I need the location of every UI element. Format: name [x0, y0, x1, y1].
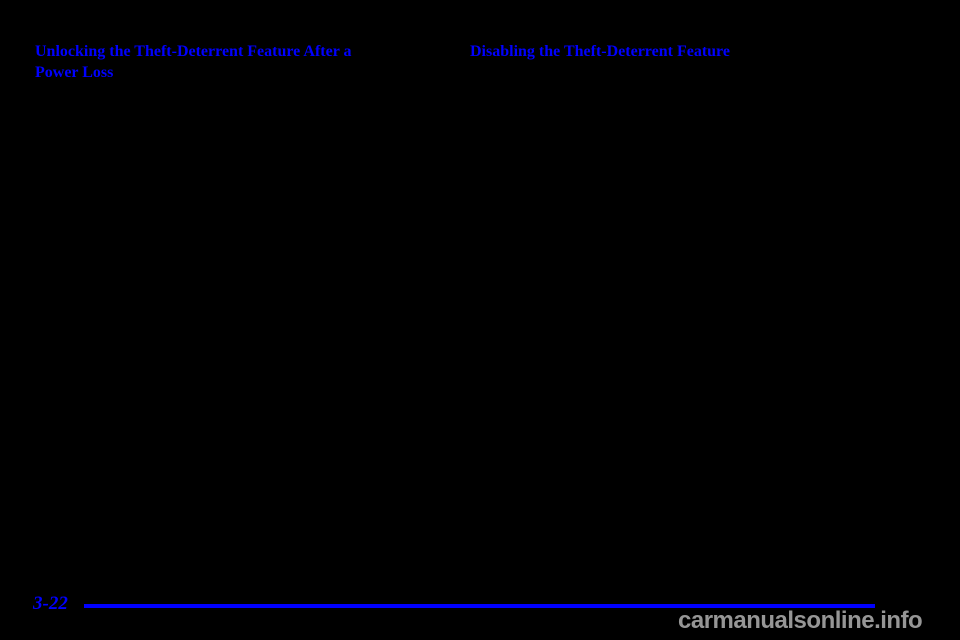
section-heading-unlocking: Unlocking the Theft-Deterrent Feature Af…	[35, 41, 352, 83]
section-heading-disabling: Disabling the Theft-Deterrent Feature	[470, 43, 730, 60]
page-number: 3-22	[33, 593, 68, 614]
watermark-text: carmanualsonline.info	[678, 607, 923, 634]
footer-rule	[84, 604, 875, 608]
section-heading-line: Power Loss	[35, 64, 114, 81]
section-heading-line: Unlocking the Theft-Deterrent Feature Af…	[35, 43, 352, 60]
